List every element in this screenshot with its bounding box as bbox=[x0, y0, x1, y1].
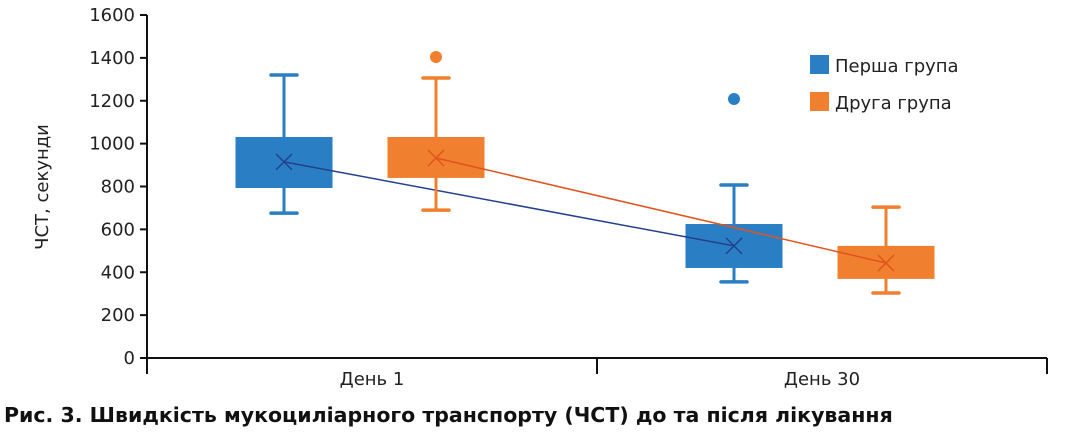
y-tick-label: 1600 bbox=[89, 5, 135, 26]
mean-x-stroke bbox=[877, 254, 895, 272]
mean-marker bbox=[725, 237, 743, 255]
y-tick-label: 1400 bbox=[89, 48, 135, 69]
legend: Перша група Друга група bbox=[810, 55, 959, 114]
legend-swatch-series-2 bbox=[810, 92, 829, 111]
mean-line bbox=[283, 161, 735, 247]
legend-label-series-2: Друга група bbox=[835, 93, 952, 114]
x-tick-label: День 30 bbox=[784, 369, 860, 390]
mean-x-stroke bbox=[275, 153, 293, 171]
legend-swatch-series-1 bbox=[810, 55, 829, 74]
mean-x-stroke bbox=[725, 237, 743, 255]
mean-marker bbox=[275, 153, 293, 171]
mean-marker bbox=[877, 254, 895, 272]
x-tick-label: День 1 bbox=[340, 369, 405, 390]
mean-x-stroke bbox=[427, 149, 445, 167]
y-tick-label: 1000 bbox=[89, 134, 135, 155]
outlier-point bbox=[430, 51, 442, 64]
y-axis-label: ЧСТ, секунди bbox=[32, 124, 53, 250]
y-tick-label: 400 bbox=[101, 262, 135, 283]
mean-line bbox=[435, 157, 887, 264]
legend-label-series-1: Перша група bbox=[835, 56, 959, 77]
y-tick-label: 800 bbox=[101, 177, 135, 198]
y-tick-label: 200 bbox=[101, 305, 135, 326]
y-tick-label: 0 bbox=[124, 348, 135, 369]
figure-caption: Рис. 3. Швидкість мукоциліарного транспо… bbox=[4, 403, 893, 427]
y-tick-label: 600 bbox=[101, 219, 135, 240]
outlier-point bbox=[728, 93, 740, 106]
y-tick-label: 1200 bbox=[89, 91, 135, 112]
mean-marker bbox=[427, 149, 445, 167]
